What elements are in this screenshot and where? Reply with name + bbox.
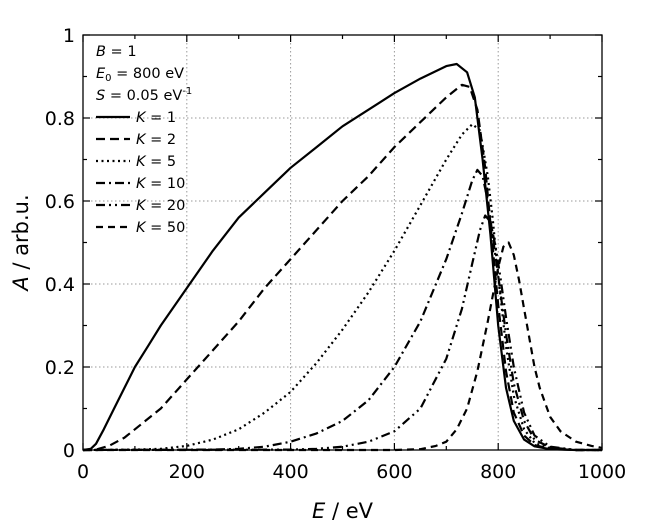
series-line-k-5 (82, 123, 602, 452)
legend-label-k-1: K = 1 (136, 110, 176, 126)
x-tick-label: 0 (77, 461, 89, 483)
y-tick-label: 0.4 (45, 274, 75, 296)
legend-label-k-2: K = 2 (136, 132, 176, 148)
y-tick-label: 0 (63, 440, 75, 462)
x-tick-label: 600 (376, 461, 412, 483)
x-tick-label: 200 (169, 461, 205, 483)
tick-labels: 0 200 400 600 800 1000 0 0.2 0.4 0.6 0.8 1 (45, 25, 626, 483)
legend: B = 1 E0 = 800 eV S = 0.05 eV-1 K = 1 K =… (96, 44, 192, 236)
series-line-k-1 (82, 62, 602, 452)
axis-ticks (82, 34, 603, 451)
legend-label-k-10: K = 10 (136, 176, 185, 192)
x-tick-label: 1000 (578, 461, 626, 483)
series-line-k-2 (82, 83, 602, 452)
legend-param-e0: E0 = 800 eV (96, 66, 184, 84)
legend-param-s: S = 0.05 eV-1 (96, 86, 192, 104)
legend-label-k-5: K = 5 (136, 154, 176, 170)
series-line-k-20 (82, 214, 602, 452)
series-line-k-50 (83, 241, 603, 452)
y-axis-label: A / arb.u. (9, 194, 33, 292)
x-tick-label: 400 (272, 461, 308, 483)
legend-label-k-20: K = 20 (136, 198, 185, 214)
y-tick-label: 0.8 (45, 108, 75, 130)
legend-label-k-50: K = 50 (136, 220, 185, 236)
y-tick-label: 1 (63, 25, 75, 47)
x-tick-label: 800 (480, 461, 516, 483)
grid (83, 35, 602, 450)
legend-param-b: B = 1 (96, 44, 137, 60)
y-tick-label: 0.2 (45, 357, 75, 379)
x-axis-label: E / eV (312, 499, 374, 523)
plot-curves (82, 62, 603, 452)
y-tick-label: 0.6 (45, 191, 75, 213)
